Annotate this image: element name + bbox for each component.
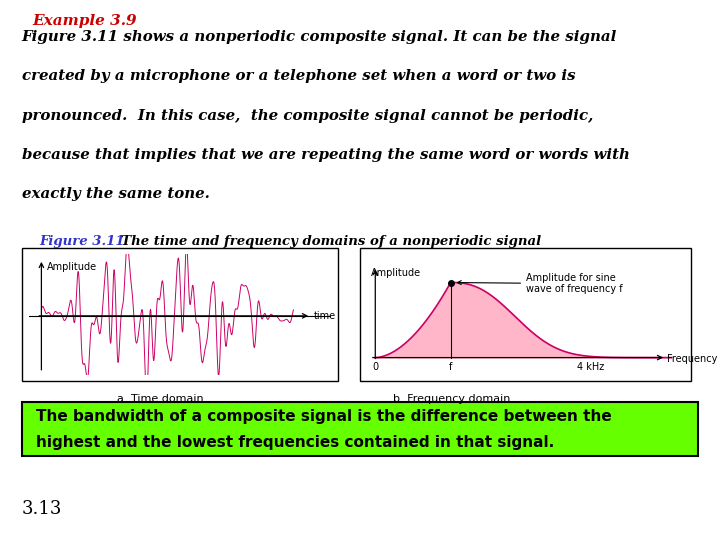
Text: 0: 0 (372, 362, 378, 373)
Text: time: time (314, 311, 336, 321)
Text: 3.13: 3.13 (22, 500, 62, 517)
Text: Amplitude for sine
wave of frequency f: Amplitude for sine wave of frequency f (457, 273, 623, 294)
Text: Figure 3.11: Figure 3.11 (40, 235, 125, 248)
Text: because that implies that we are repeating the same word or words with: because that implies that we are repeati… (22, 148, 629, 162)
Text: f: f (449, 362, 452, 373)
Text: created by a microphone or a telephone set when a word or two is: created by a microphone or a telephone s… (22, 69, 575, 83)
Text: b. Frequency domain: b. Frequency domain (393, 394, 510, 404)
Text: Figure 3.11 shows a nonperiodic composite signal. It can be the signal: Figure 3.11 shows a nonperiodic composit… (22, 30, 617, 44)
Text: Amplitude: Amplitude (371, 268, 421, 278)
Text: The bandwidth of a composite signal is the difference between the: The bandwidth of a composite signal is t… (36, 409, 612, 424)
Text: pronounced.  In this case,  the composite signal cannot be periodic,: pronounced. In this case, the composite … (22, 109, 593, 123)
Text: The time and frequency domains of a nonperiodic signal: The time and frequency domains of a nonp… (112, 235, 541, 248)
Text: a. Time domain: a. Time domain (117, 394, 203, 404)
Text: Amplitude: Amplitude (46, 261, 96, 272)
Text: 4 kHz: 4 kHz (577, 362, 604, 373)
Text: exactly the same tone.: exactly the same tone. (22, 187, 210, 201)
Text: highest and the lowest frequencies contained in that signal.: highest and the lowest frequencies conta… (36, 435, 554, 450)
Text: Example 3.9: Example 3.9 (32, 14, 137, 28)
Text: Frequency: Frequency (667, 354, 718, 364)
